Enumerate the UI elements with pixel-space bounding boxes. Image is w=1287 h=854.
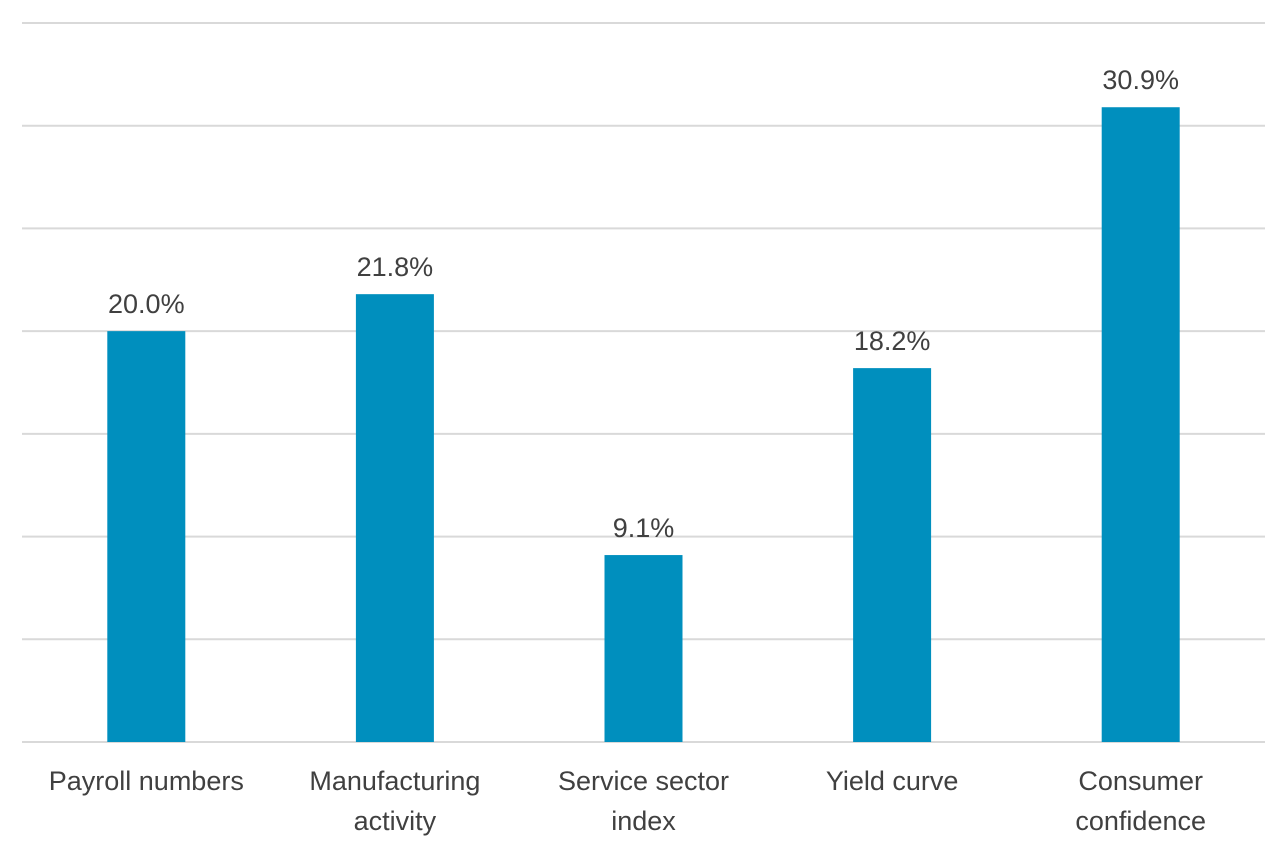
- bar: [604, 555, 683, 742]
- category-labels: Payroll numbers Manufacturing activity Serv…: [49, 766, 1206, 836]
- data-label: 18.2%: [854, 326, 931, 356]
- x-tick-label-line: activity: [354, 806, 437, 836]
- data-label: 20.0%: [108, 289, 185, 319]
- bar: [1101, 107, 1180, 743]
- value-labels: 20.0% 21.8% 9.1% 18.2% 30.9%: [108, 65, 1179, 543]
- gridlines: [22, 22, 1265, 743]
- x-tick-label: Payroll numbers: [49, 766, 244, 796]
- bar: [853, 368, 932, 742]
- data-label: 9.1%: [613, 513, 675, 543]
- x-tick-label-line: Service sector: [558, 766, 729, 796]
- bar: [107, 331, 186, 742]
- x-tick-label-line: Manufacturing: [309, 766, 480, 796]
- data-label: 30.9%: [1102, 65, 1179, 95]
- x-tick-label-line: Consumer: [1078, 766, 1203, 796]
- x-tick-label: Yield curve: [826, 766, 959, 796]
- x-tick-label-line: index: [611, 806, 676, 836]
- bar: [355, 294, 434, 742]
- x-tick-label: Manufacturing activity: [309, 766, 480, 836]
- data-label: 21.8%: [357, 252, 434, 282]
- x-tick-label: Consumer confidence: [1075, 766, 1206, 836]
- x-tick-label-line: Payroll numbers: [49, 766, 244, 796]
- x-tick-label: Service sector index: [558, 766, 729, 836]
- bars: [107, 107, 1180, 743]
- x-tick-label-line: confidence: [1075, 806, 1206, 836]
- x-tick-label-line: Yield curve: [826, 766, 959, 796]
